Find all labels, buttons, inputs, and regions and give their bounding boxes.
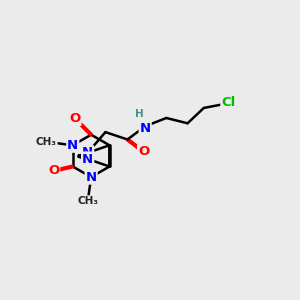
Text: N: N — [85, 171, 97, 184]
Text: H: H — [136, 109, 144, 119]
Text: N: N — [82, 152, 93, 166]
Text: O: O — [48, 164, 59, 177]
Text: O: O — [138, 146, 149, 158]
Text: O: O — [69, 112, 80, 125]
Text: Cl: Cl — [221, 96, 236, 109]
Text: CH₃: CH₃ — [36, 137, 57, 147]
Text: CH₃: CH₃ — [78, 196, 99, 206]
Text: N: N — [67, 139, 78, 152]
Text: N: N — [140, 122, 151, 135]
Text: N: N — [82, 146, 93, 159]
